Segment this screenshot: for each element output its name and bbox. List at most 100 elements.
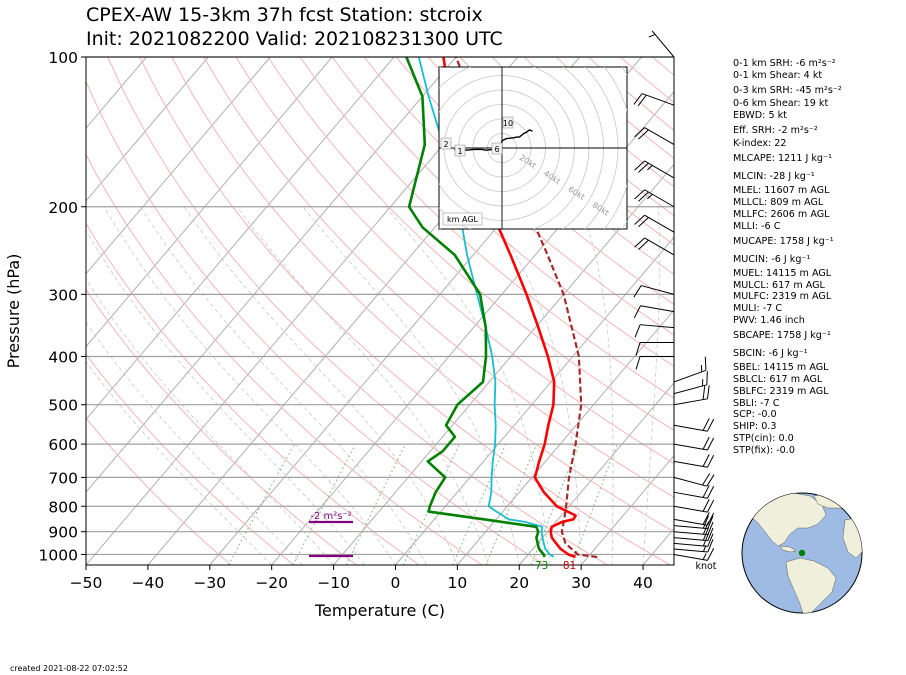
stability-index: EBWD: 5 kt	[733, 110, 787, 121]
dry-adiabat	[86, 153, 483, 565]
y-tick-label: 600	[48, 436, 78, 454]
background-lines	[86, 57, 674, 565]
isotherm-line	[86, 57, 271, 275]
mixing-ratio-line	[452, 443, 507, 565]
wind-barb	[673, 371, 708, 395]
stability-index: PWV: 1.46 inch	[733, 315, 805, 326]
srh-annotation: -2 m²s⁻²	[309, 511, 353, 558]
barb-flag	[638, 162, 649, 173]
wind-barb	[673, 356, 707, 383]
wind-barb	[634, 160, 675, 179]
barb-flag	[638, 129, 649, 140]
moist-adiabat	[385, 206, 551, 565]
wind-barb	[633, 93, 675, 107]
station-marker	[798, 549, 806, 557]
dry-adiabat	[171, 57, 674, 533]
temperature-trace	[442, 57, 577, 559]
barb-flag	[702, 499, 710, 512]
dry-adiabat	[427, 57, 674, 275]
barb-flag	[638, 217, 649, 228]
south-america-land	[785, 557, 837, 613]
x-tick-label: −20	[255, 574, 288, 592]
isotherm-line	[271, 90, 674, 565]
isotherm-line	[580, 455, 674, 565]
svg-text:1: 1	[457, 147, 462, 156]
hodograph-height-label: 2	[440, 137, 452, 150]
wind-barb	[673, 454, 715, 468]
wind-barb	[673, 385, 710, 406]
created-timestamp: created 2021-08-22 07:02:52	[10, 664, 128, 673]
stability-index: MLCAPE: 1211 J kg⁻¹	[733, 153, 832, 164]
wind-barb	[673, 515, 714, 530]
dry-adiabat	[267, 57, 674, 431]
barb-staff	[673, 525, 708, 530]
barb-flag	[704, 356, 707, 371]
stability-index: MUCIN: -6 J kg⁻¹	[733, 254, 811, 265]
barb-flag	[702, 436, 710, 450]
barb-staff	[673, 460, 708, 468]
barb-flag	[635, 356, 641, 370]
wind-barb	[673, 512, 715, 526]
y-tick-label: 100	[48, 49, 78, 67]
dry-adiabat	[299, 57, 674, 399]
barb-staff	[641, 93, 675, 106]
barb-flag	[706, 474, 715, 487]
wind-barb	[634, 324, 675, 338]
barb-staff	[644, 127, 675, 146]
moist-adiabat	[103, 206, 396, 565]
stability-index: MUCAPE: 1758 J kg⁻¹	[733, 236, 834, 247]
wind-barb	[634, 127, 675, 146]
dry-adiabat	[86, 80, 546, 565]
barb-flag	[702, 512, 710, 525]
barb-flag	[707, 539, 714, 553]
dewpoint-trace	[405, 57, 546, 558]
dry-adiabat	[86, 417, 232, 565]
wind-barb	[634, 189, 675, 208]
moist-adiabat	[86, 321, 303, 565]
moist-adiabat	[183, 206, 458, 565]
barb-flag	[702, 515, 709, 529]
srh-bar-label: -2 m²s⁻²	[310, 511, 351, 522]
barb-flag	[702, 454, 710, 467]
barb-staff	[644, 160, 675, 179]
stability-index: SBEL: 14115 m AGL	[733, 362, 829, 373]
barb-flag	[633, 305, 641, 319]
svg-text:2: 2	[443, 140, 448, 149]
barb-half-flag	[647, 165, 653, 171]
isotherm-line	[456, 309, 674, 565]
barb-flag	[638, 191, 649, 202]
x-tick-label: −30	[193, 574, 226, 592]
y-axis-label: Pressure (hPa)	[4, 254, 23, 369]
moist-adiabat	[642, 206, 660, 565]
x-tick-label: −40	[132, 574, 165, 592]
barb-flag	[702, 527, 709, 541]
barb-flag	[634, 214, 645, 225]
barb-flag	[634, 160, 645, 171]
chart-title-line1: CPEX-AW 15-3km 37h fcst Station: stcroix	[86, 4, 483, 26]
mixing-ratio-line	[485, 443, 538, 565]
barb-flag	[634, 324, 641, 338]
wind-barb	[673, 527, 714, 542]
mixing-ratio-line	[571, 443, 618, 565]
dry-adiabat	[86, 353, 295, 565]
hodograph-height-label: 10	[502, 116, 514, 129]
barb-staff	[640, 324, 675, 329]
barb-flag	[633, 285, 642, 298]
wind-barb	[673, 473, 715, 487]
stability-index: 0-1 km SRH: -6 m²s⁻²	[733, 58, 836, 69]
wind-barb	[673, 539, 714, 553]
stability-index: 0-3 km SRH: -45 m²s⁻²	[733, 85, 842, 96]
barb-flag	[707, 521, 714, 535]
barb-staff	[673, 476, 707, 487]
barb-flag	[707, 499, 715, 513]
x-tick-label: 20	[509, 574, 529, 592]
barb-flag	[707, 454, 715, 468]
barb-staff	[673, 424, 708, 432]
x-tick-label: −10	[317, 574, 350, 592]
barb-flag	[707, 418, 715, 432]
plot-frame	[85, 56, 675, 566]
barb-flag	[638, 239, 649, 250]
svg-text:km AGL: km AGL	[447, 215, 479, 224]
stability-index: SBCIN: -6 J kg⁻¹	[733, 348, 808, 359]
